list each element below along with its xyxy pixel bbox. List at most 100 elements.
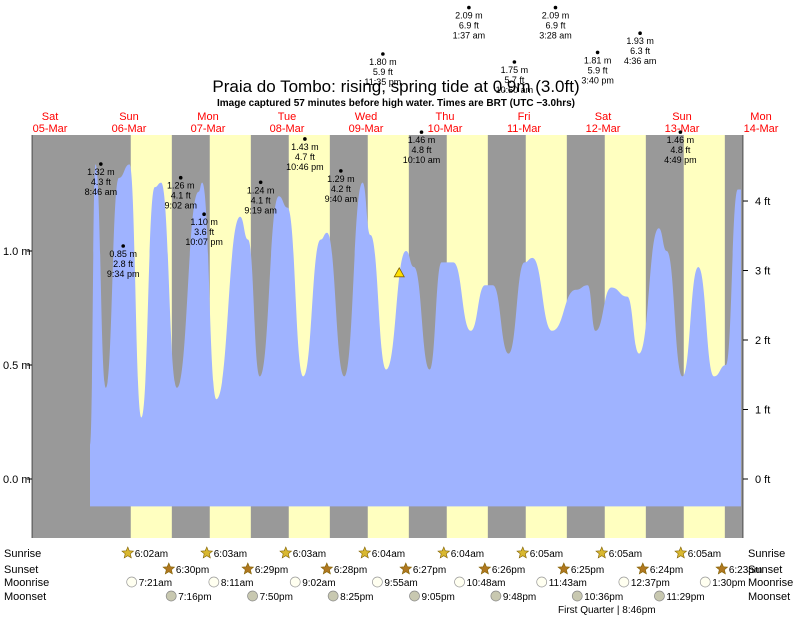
y-tick-label-ft: 4 ft bbox=[755, 196, 770, 208]
tide-time: 10:10 am bbox=[403, 155, 441, 165]
moonrise-icon bbox=[454, 576, 465, 588]
tide-height-m: 2.09 m bbox=[455, 11, 483, 21]
moon-phase-label: First Quarter | 8:46pm bbox=[558, 605, 656, 616]
tide-height-ft: 6.9 ft bbox=[545, 21, 566, 31]
tide-extreme-point bbox=[121, 244, 125, 248]
moonset-time: 7:16pm bbox=[178, 592, 211, 603]
moonrise-time: 7:21am bbox=[139, 578, 172, 589]
day-date: 12-Mar bbox=[586, 123, 621, 135]
tide-extreme-point bbox=[595, 50, 600, 55]
tide-height-ft: 6.3 ft bbox=[630, 46, 651, 56]
tide-height-ft: 5.9 ft bbox=[373, 67, 394, 77]
row-label-right: Moonrise bbox=[748, 577, 793, 589]
day-date: 06-Mar bbox=[112, 123, 147, 135]
row-label-left: Moonrise bbox=[4, 577, 49, 589]
sunset-time: 6:23pm bbox=[729, 565, 762, 576]
sunset-time: 6:27pm bbox=[413, 565, 446, 576]
day-name: Fri bbox=[518, 111, 531, 123]
row-label-left: Sunrise bbox=[4, 548, 41, 560]
sunset-icon bbox=[241, 562, 255, 575]
tide-height-m: 1.46 m bbox=[667, 135, 695, 145]
moonrise-time: 10:48am bbox=[467, 578, 506, 589]
sunrise-icon bbox=[516, 546, 530, 559]
moonset-icon bbox=[490, 590, 502, 602]
sunset-time: 6:28pm bbox=[334, 565, 367, 576]
moonrise-time: 12:37pm bbox=[631, 578, 670, 589]
tide-height-ft: 4.1 ft bbox=[251, 195, 272, 205]
tide-time: 10:46 pm bbox=[286, 162, 324, 172]
y-tick-label-m: 1.0 m bbox=[3, 246, 31, 258]
sunset-time: 6:25pm bbox=[571, 565, 604, 576]
tide-height-ft: 4.2 ft bbox=[331, 184, 352, 194]
tide-height-m: 1.10 m bbox=[190, 217, 218, 227]
tide-time: 10:50 am bbox=[496, 85, 534, 95]
y-tick-label-ft: 2 ft bbox=[755, 335, 770, 347]
sunrise-time: 6:05am bbox=[609, 549, 642, 560]
day-date: 11-Mar bbox=[507, 123, 541, 135]
tide-height-ft: 5.9 ft bbox=[588, 65, 609, 75]
day-date: 14-Mar bbox=[744, 123, 779, 135]
day-name: Sat bbox=[42, 111, 59, 123]
day-name: Mon bbox=[197, 111, 218, 123]
moonset-icon bbox=[165, 590, 177, 602]
moonrise-icon bbox=[618, 576, 630, 588]
moonrise-time: 1:30pm bbox=[712, 578, 745, 589]
tide-time: 9:34 pm bbox=[107, 269, 140, 279]
moonset-icon bbox=[409, 590, 420, 602]
tide-time: 9:40 am bbox=[325, 194, 358, 204]
tide-time: 3:40 pm bbox=[581, 75, 614, 85]
moonrise-icon bbox=[372, 576, 383, 588]
sunrise-time: 6:03am bbox=[293, 549, 326, 560]
sunset-time: 6:26pm bbox=[492, 565, 525, 576]
moonset-icon bbox=[247, 590, 258, 602]
sunrise-icon bbox=[437, 546, 451, 559]
tide-height-ft: 4.3 ft bbox=[91, 177, 112, 187]
tide-time: 3:28 am bbox=[539, 31, 572, 41]
tide-height-m: 1.32 m bbox=[87, 167, 115, 177]
sunset-icon bbox=[557, 562, 571, 575]
tide-height-m: 1.80 m bbox=[369, 57, 397, 67]
moonset-icon bbox=[571, 590, 583, 602]
y-tick-label-ft: 0 ft bbox=[755, 474, 770, 486]
sunrise-icon bbox=[595, 546, 609, 559]
chart-title: Praia do Tombo: rising, spring tide at 0… bbox=[212, 77, 579, 96]
tide-height-m: 1.93 m bbox=[626, 36, 654, 46]
tide-extreme-point bbox=[553, 5, 558, 10]
y-tick-label-ft: 1 ft bbox=[755, 405, 770, 417]
tide-time: 1:37 am bbox=[453, 31, 486, 41]
tide-height-m: 1.24 m bbox=[247, 185, 275, 195]
moonrise-time: 8:11am bbox=[221, 578, 254, 589]
row-label-left: Sunset bbox=[4, 564, 38, 576]
tide-extreme-point bbox=[467, 5, 471, 10]
tide-extreme-point bbox=[99, 162, 103, 166]
sunrise-time: 6:05am bbox=[530, 549, 563, 560]
moonset-time: 9:48pm bbox=[503, 592, 536, 603]
sunrise-icon bbox=[674, 546, 688, 559]
sunset-icon bbox=[399, 562, 413, 575]
tide-height-m: 1.29 m bbox=[327, 174, 355, 184]
day-date: 09-Mar bbox=[349, 123, 384, 135]
tide-height-m: 1.43 m bbox=[291, 142, 319, 152]
tide-height-ft: 4.7 ft bbox=[295, 152, 316, 162]
day-date: 13-Mar bbox=[665, 123, 700, 135]
day-name: Thu bbox=[436, 111, 455, 123]
tide-area bbox=[90, 164, 741, 507]
sunset-icon bbox=[478, 562, 492, 575]
tide-height-ft: 2.8 ft bbox=[113, 259, 134, 269]
tide-extreme-point bbox=[678, 130, 683, 134]
day-name: Sun bbox=[119, 111, 139, 123]
moonset-icon bbox=[654, 590, 665, 602]
tide-extreme-point bbox=[638, 31, 642, 35]
moonset-time: 11:29pm bbox=[666, 592, 704, 603]
y-tick-label-m: 0.5 m bbox=[3, 360, 31, 372]
moonrise-icon bbox=[699, 576, 711, 588]
moonset-time: 8:25pm bbox=[340, 592, 373, 603]
tide-height-m: 1.81 m bbox=[584, 55, 612, 65]
sunrise-icon bbox=[358, 546, 372, 559]
tide-time: 9:02 am bbox=[164, 201, 197, 211]
row-label-right: Sunrise bbox=[748, 548, 785, 560]
moonrise-time: 9:02am bbox=[302, 578, 335, 589]
sunrise-time: 6:04am bbox=[372, 549, 405, 560]
sunset-time: 6:29pm bbox=[255, 565, 288, 576]
